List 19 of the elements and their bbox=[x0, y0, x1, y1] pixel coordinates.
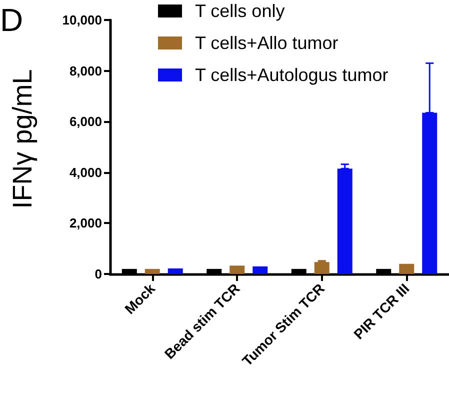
legend-label: T cells+Autologus tumor bbox=[195, 65, 388, 85]
y-tick-label: 2,000 bbox=[69, 216, 102, 231]
y-tick-label: 10,000 bbox=[62, 12, 102, 28]
bar bbox=[144, 268, 160, 274]
bar bbox=[337, 168, 352, 274]
y-tick-label: 6,000 bbox=[69, 114, 102, 130]
legend-label: T cells+Allo tumor bbox=[195, 33, 338, 53]
legend-label: T cells only bbox=[195, 1, 285, 21]
bar bbox=[314, 262, 330, 274]
y-tick-label: 0 bbox=[94, 266, 102, 282]
bar bbox=[252, 266, 268, 274]
y-tick-label: 8,000 bbox=[69, 63, 102, 78]
chart-title: D bbox=[0, 2, 24, 38]
bar bbox=[399, 264, 414, 274]
y-axis-title: IFNγ pg/mL bbox=[8, 69, 38, 209]
y-tick-label: 4,000 bbox=[69, 164, 102, 180]
bar bbox=[168, 268, 183, 274]
bar bbox=[230, 266, 245, 274]
x-tick-label: PIR TCR III bbox=[350, 280, 412, 342]
